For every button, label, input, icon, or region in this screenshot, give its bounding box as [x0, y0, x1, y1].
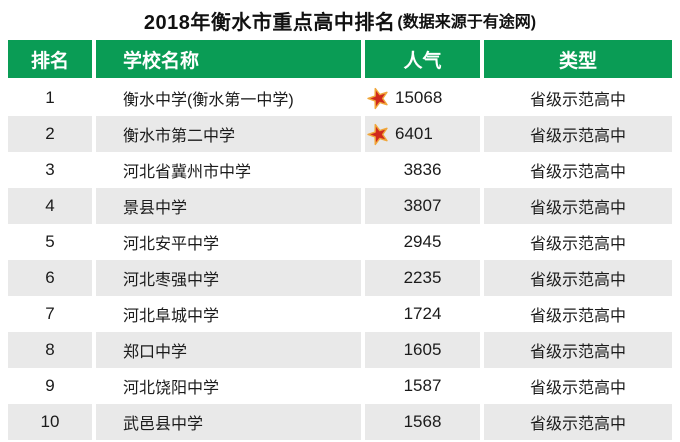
popularity-value: 3836 [403, 160, 442, 179]
popularity-cell: 1724 [365, 296, 480, 332]
popularity-cell: 3807 [365, 188, 480, 224]
header-type: 类型 [484, 40, 672, 78]
table-row: 3 河北省冀州市中学 3836 省级示范高中 [8, 152, 672, 188]
popularity-value: 1605 [403, 340, 442, 359]
type-cell: 省级示范高中 [484, 404, 672, 440]
page-title-source-note: (数据来源于有途网) [397, 14, 537, 31]
header-rank: 排名 [8, 40, 92, 78]
popularity-value: 15068 [395, 88, 443, 107]
school-name-cell: 河北阜城中学 [96, 296, 361, 332]
table-row: 1 衡水中学(衡水第一中学) 15068 省级示范高中 [8, 80, 672, 116]
popularity-value: 2945 [403, 232, 442, 251]
popularity-value: 6401 [395, 124, 433, 143]
school-name-cell: 武邑县中学 [96, 404, 361, 440]
popularity-cell: 6401 [365, 116, 480, 152]
rank-cell: 9 [8, 368, 92, 404]
star-icon [366, 86, 391, 111]
type-cell: 省级示范高中 [484, 260, 672, 296]
header-school: 学校名称 [96, 40, 361, 78]
school-name-cell: 河北省冀州市中学 [96, 152, 361, 188]
popularity-cell: 1605 [365, 332, 480, 368]
page-title-main: 2018年衡水市重点高中排名 [143, 11, 396, 34]
popularity-cell: 15068 [365, 80, 480, 116]
rank-cell: 5 [8, 224, 92, 260]
popularity-value: 1568 [403, 412, 442, 431]
rank-cell: 8 [8, 332, 92, 368]
type-cell: 省级示范高中 [484, 224, 672, 260]
type-cell: 省级示范高中 [484, 368, 672, 404]
ranking-table: 排名 学校名称 人气 类型 1 衡水中学(衡水第一中学) 15068 省级示范高… [8, 40, 672, 440]
star-icon [366, 122, 391, 147]
popularity-value: 1587 [403, 376, 442, 395]
table-header-row: 排名 学校名称 人气 类型 [8, 40, 672, 78]
rank-cell: 6 [8, 260, 92, 296]
school-name-cell: 河北饶阳中学 [96, 368, 361, 404]
popularity-cell: 3836 [365, 152, 480, 188]
type-cell: 省级示范高中 [484, 152, 672, 188]
school-name-cell: 河北安平中学 [96, 224, 361, 260]
popularity-cell: 2235 [365, 260, 480, 296]
school-name-cell: 衡水市第二中学 [96, 116, 361, 152]
table-row: 8 郑口中学 1605 省级示范高中 [8, 332, 672, 368]
type-cell: 省级示范高中 [484, 188, 672, 224]
rank-cell: 10 [8, 404, 92, 440]
type-cell: 省级示范高中 [484, 332, 672, 368]
rank-cell: 2 [8, 116, 92, 152]
table-body: 1 衡水中学(衡水第一中学) 15068 省级示范高中 2 衡水市第二中学 64… [8, 80, 672, 440]
table-row: 5 河北安平中学 2945 省级示范高中 [8, 224, 672, 260]
popularity-cell: 1587 [365, 368, 480, 404]
table-row: 10 武邑县中学 1568 省级示范高中 [8, 404, 672, 440]
popularity-value: 2235 [403, 268, 442, 287]
rank-cell: 4 [8, 188, 92, 224]
popularity-cell: 1568 [365, 404, 480, 440]
table-row: 9 河北饶阳中学 1587 省级示范高中 [8, 368, 672, 404]
popularity-value: 1724 [403, 304, 442, 323]
type-cell: 省级示范高中 [484, 80, 672, 116]
table-row: 6 河北枣强中学 2235 省级示范高中 [8, 260, 672, 296]
type-cell: 省级示范高中 [484, 296, 672, 332]
rank-cell: 1 [8, 80, 92, 116]
rank-cell: 3 [8, 152, 92, 188]
popularity-value: 3807 [403, 196, 442, 215]
popularity-cell: 2945 [365, 224, 480, 260]
table-row: 2 衡水市第二中学 6401 省级示范高中 [8, 116, 672, 152]
type-cell: 省级示范高中 [484, 116, 672, 152]
table-row: 7 河北阜城中学 1724 省级示范高中 [8, 296, 672, 332]
school-name-cell: 河北枣强中学 [96, 260, 361, 296]
table-row: 4 景县中学 3807 省级示范高中 [8, 188, 672, 224]
rank-cell: 7 [8, 296, 92, 332]
school-name-cell: 郑口中学 [96, 332, 361, 368]
header-popularity: 人气 [365, 40, 480, 78]
school-name-cell: 衡水中学(衡水第一中学) [96, 80, 361, 116]
school-name-cell: 景县中学 [96, 188, 361, 224]
page-title: 2018年衡水市重点高中排名 (数据来源于有途网) [0, 0, 680, 40]
